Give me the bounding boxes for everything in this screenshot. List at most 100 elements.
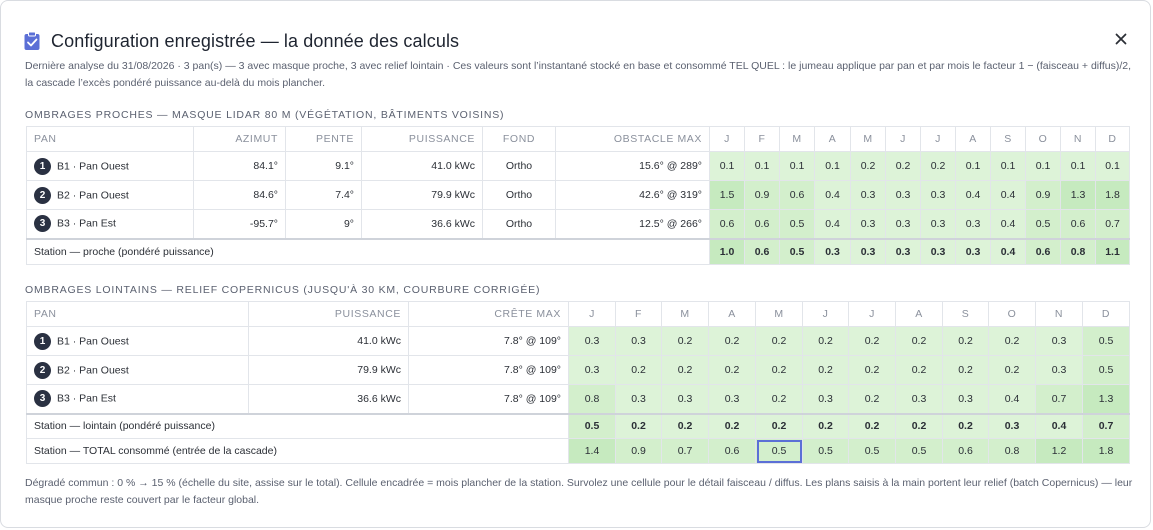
month-value-cell[interactable]: 0.3	[885, 237, 921, 265]
month-value-cell[interactable]: 0.1	[1095, 151, 1130, 181]
month-value-cell[interactable]: 1.3	[1060, 180, 1096, 210]
month-value-cell[interactable]: 0.2	[848, 355, 896, 385]
month-value-cell[interactable]: 0.4	[990, 180, 1026, 210]
month-value-cell[interactable]: 0.1	[744, 151, 780, 181]
month-value-cell[interactable]: 0.2	[988, 355, 1036, 385]
month-value-cell[interactable]: 0.2	[885, 151, 921, 181]
month-value-cell[interactable]: 0.3	[955, 209, 991, 239]
month-value-cell[interactable]: 0.4	[955, 180, 991, 210]
month-value-cell[interactable]: 0.6	[744, 237, 780, 265]
month-value-cell[interactable]: 0.3	[802, 384, 849, 414]
month-value-cell[interactable]: 0.2	[661, 326, 709, 356]
close-icon[interactable]	[1112, 30, 1130, 48]
month-value-cell[interactable]: 0.3	[1035, 355, 1083, 385]
month-value-cell[interactable]: 0.4	[814, 209, 851, 239]
month-value-cell[interactable]: 1.8	[1082, 438, 1130, 464]
month-value-cell[interactable]: 0.3	[568, 326, 616, 356]
month-value-cell[interactable]: 0.2	[708, 355, 756, 385]
month-value-cell[interactable]: 0.1	[955, 151, 991, 181]
month-value-cell[interactable]: 0.1	[1025, 151, 1061, 181]
month-value-cell[interactable]: 0.9	[615, 438, 662, 464]
month-value-cell[interactable]: 0.3	[708, 384, 756, 414]
month-value-cell[interactable]: 0.1	[990, 151, 1026, 181]
month-value-cell[interactable]: 0.6	[1025, 237, 1061, 265]
month-value-cell[interactable]: 0.2	[755, 412, 803, 439]
month-value-cell[interactable]: 0.5	[1082, 326, 1130, 356]
month-value-cell[interactable]: 0.7	[1095, 209, 1130, 239]
month-value-cell[interactable]: 0.5	[895, 438, 943, 464]
month-value-cell[interactable]: 0.3	[661, 384, 709, 414]
month-value-cell[interactable]: 0.5	[1082, 355, 1130, 385]
month-value-cell[interactable]: 0.7	[661, 438, 709, 464]
month-value-cell[interactable]: 0.3	[955, 237, 991, 265]
month-value-cell[interactable]: 0.5	[848, 438, 896, 464]
month-value-cell[interactable]: 1.2	[1035, 438, 1083, 464]
month-value-cell[interactable]: 0.2	[848, 412, 896, 439]
month-value-cell[interactable]: 0.9	[1025, 180, 1061, 210]
month-value-cell[interactable]: 0.6	[744, 209, 780, 239]
month-value-cell[interactable]: 1.1	[1095, 237, 1130, 265]
month-value-cell[interactable]: 0.4	[988, 384, 1036, 414]
month-value-cell[interactable]: 0.2	[661, 355, 709, 385]
month-value-cell[interactable]: 0.3	[942, 384, 989, 414]
month-value-cell[interactable]: 0.4	[1035, 412, 1083, 439]
month-value-cell[interactable]: 0.6	[708, 438, 756, 464]
month-value-cell[interactable]: 0.9	[744, 180, 780, 210]
month-value-cell[interactable]: 0.2	[755, 326, 803, 356]
month-value-cell[interactable]: 0.2	[615, 412, 662, 439]
month-value-cell[interactable]: 1.4	[568, 438, 616, 464]
month-value-cell[interactable]: 0.5	[802, 438, 849, 464]
month-value-cell[interactable]: 0.3	[885, 180, 921, 210]
month-value-cell[interactable]: 0.2	[850, 151, 886, 181]
month-value-cell[interactable]: 0.2	[802, 355, 849, 385]
month-value-cell[interactable]: 0.6	[1060, 209, 1096, 239]
month-value-cell[interactable]: 0.5	[568, 412, 616, 439]
month-value-cell[interactable]: 0.3	[895, 384, 943, 414]
month-value-cell[interactable]: 0.5	[755, 438, 803, 464]
month-value-cell[interactable]: 0.3	[885, 209, 921, 239]
month-value-cell[interactable]: 0.2	[848, 326, 896, 356]
month-value-cell[interactable]: 0.2	[708, 326, 756, 356]
month-value-cell[interactable]: 0.2	[755, 355, 803, 385]
month-value-cell[interactable]: 0.1	[1060, 151, 1096, 181]
month-value-cell[interactable]: 0.2	[895, 355, 943, 385]
month-value-cell[interactable]: 0.3	[850, 237, 886, 265]
month-value-cell[interactable]: 0.1	[814, 151, 851, 181]
month-value-cell[interactable]: 1.5	[709, 180, 745, 210]
month-value-cell[interactable]: 0.7	[1082, 412, 1130, 439]
month-value-cell[interactable]: 0.3	[814, 237, 851, 265]
month-value-cell[interactable]: 1.3	[1082, 384, 1130, 414]
month-value-cell[interactable]: 0.2	[615, 355, 662, 385]
month-value-cell[interactable]: 0.3	[988, 412, 1036, 439]
month-value-cell[interactable]: 0.3	[615, 326, 662, 356]
month-value-cell[interactable]: 0.6	[942, 438, 989, 464]
month-value-cell[interactable]: 0.2	[848, 384, 896, 414]
month-value-cell[interactable]: 0.2	[988, 326, 1036, 356]
month-value-cell[interactable]: 0.2	[942, 355, 989, 385]
month-value-cell[interactable]: 0.4	[990, 237, 1026, 265]
month-value-cell[interactable]: 0.1	[779, 151, 815, 181]
month-value-cell[interactable]: 0.2	[755, 384, 803, 414]
month-value-cell[interactable]: 1.0	[709, 237, 745, 265]
month-value-cell[interactable]: 0.2	[661, 412, 709, 439]
month-value-cell[interactable]: 0.5	[779, 209, 815, 239]
month-value-cell[interactable]: 0.5	[779, 237, 815, 265]
month-value-cell[interactable]: 1.8	[1095, 180, 1130, 210]
month-value-cell[interactable]: 0.5	[1025, 209, 1061, 239]
month-value-cell[interactable]: 0.2	[802, 412, 849, 439]
month-value-cell[interactable]: 0.3	[920, 180, 956, 210]
month-value-cell[interactable]: 0.4	[814, 180, 851, 210]
month-value-cell[interactable]: 0.1	[709, 151, 745, 181]
month-value-cell[interactable]: 0.2	[942, 412, 989, 439]
month-value-cell[interactable]: 0.8	[568, 384, 616, 414]
month-value-cell[interactable]: 0.3	[615, 384, 662, 414]
month-value-cell[interactable]: 0.3	[1035, 326, 1083, 356]
month-value-cell[interactable]: 0.8	[1060, 237, 1096, 265]
month-value-cell[interactable]: 0.3	[850, 209, 886, 239]
month-value-cell[interactable]: 0.8	[988, 438, 1036, 464]
month-value-cell[interactable]: 0.2	[708, 412, 756, 439]
month-value-cell[interactable]: 0.6	[709, 209, 745, 239]
month-value-cell[interactable]: 0.3	[850, 180, 886, 210]
month-value-cell[interactable]: 0.3	[920, 237, 956, 265]
month-value-cell[interactable]: 0.7	[1035, 384, 1083, 414]
